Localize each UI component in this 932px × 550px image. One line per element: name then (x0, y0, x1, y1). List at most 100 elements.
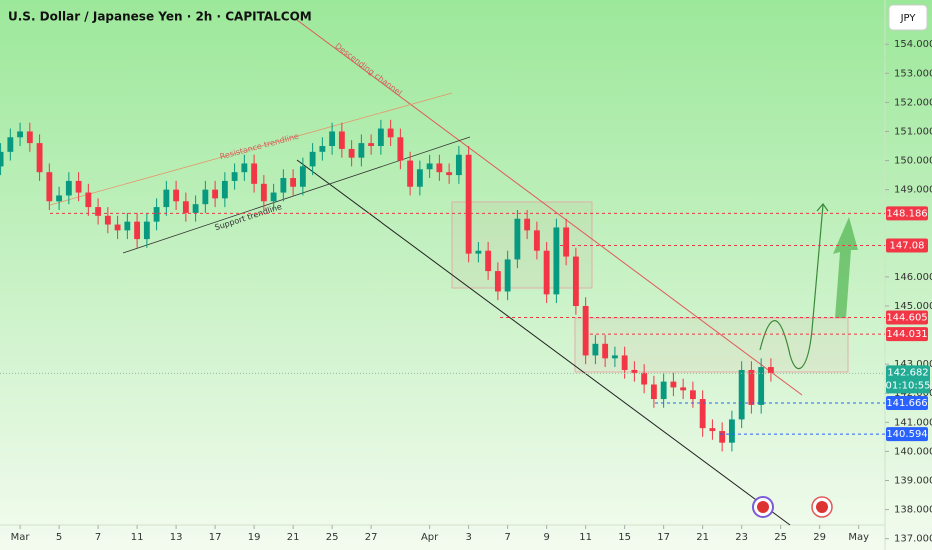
candle-body (124, 221, 131, 231)
event-icon (752, 496, 774, 518)
level-tag (886, 327, 928, 342)
y-tick-label: 146.000 (894, 272, 932, 283)
y-tick-label: 150.000 (894, 156, 932, 167)
projection-arrowhead (816, 203, 829, 212)
x-tick-label: 19 (248, 532, 261, 543)
candle-body (36, 143, 43, 173)
y-tick-label: 138.000 (894, 505, 932, 516)
candle-body (514, 218, 521, 260)
y-tick-label: 141.000 (894, 417, 932, 428)
candle-body (680, 387, 687, 391)
candle-body (699, 399, 706, 429)
candle-body (767, 367, 774, 373)
candle-body (397, 137, 404, 161)
chart-title: U.S. Dollar / Japanese Yen · 2h · CAPITA… (8, 10, 312, 24)
candle-body (485, 250, 492, 272)
candle-body (621, 355, 628, 370)
candle-body (416, 169, 423, 187)
candle-body (290, 178, 297, 187)
event-icon (811, 496, 833, 518)
candle-body (173, 189, 180, 202)
candle-body (475, 250, 482, 254)
candle-body (260, 183, 267, 202)
candle-body (728, 419, 735, 443)
trendline (122, 136, 471, 254)
level-tag (886, 427, 928, 442)
candle-body (0, 151, 4, 167)
candle-body (309, 151, 316, 167)
candle-body (631, 369, 638, 373)
x-tick-label: 7 (504, 532, 510, 543)
candle-body (758, 367, 765, 405)
candle-body (85, 192, 92, 208)
candle-body (163, 189, 170, 208)
y-tick-label: 154.000 (894, 39, 932, 50)
candle-body (582, 305, 589, 356)
candle-body (465, 154, 472, 254)
level-label: 141.666 (886, 398, 927, 409)
candle-body (104, 215, 111, 225)
level-label: 144.031 (886, 329, 927, 340)
y-tick-label: 145.000 (894, 301, 932, 312)
candle-body (748, 369, 755, 405)
candle-body (143, 221, 150, 240)
level-tag (886, 395, 928, 410)
y-tick-label: 153.000 (894, 68, 932, 79)
candle-body (738, 369, 745, 420)
candle-body (338, 131, 345, 149)
level-label: 148.186 (886, 208, 927, 219)
candle-body (114, 224, 121, 231)
projection-path (759, 204, 824, 370)
x-tick-label: 23 (735, 532, 748, 543)
candle-body (377, 128, 384, 147)
candle-body (719, 431, 726, 443)
candle-body (270, 192, 277, 202)
candle-body (65, 180, 72, 196)
candle-body (524, 218, 531, 231)
currency-button[interactable] (888, 4, 928, 31)
candle-body (436, 163, 443, 173)
x-tick-label: 21 (696, 532, 709, 543)
y-tick-label: 152.000 (894, 97, 932, 108)
candle-body (504, 259, 511, 292)
candle-body (348, 148, 355, 158)
countdown-label: 01:10:55 (886, 380, 931, 391)
range-box (451, 201, 593, 289)
level-tag (886, 206, 928, 221)
candle-body (231, 172, 238, 181)
x-tick-label: 9 (543, 532, 549, 543)
candle-body (689, 390, 696, 400)
level-label: 144.605 (886, 312, 927, 323)
candle-body (212, 189, 219, 199)
x-tick-label: 13 (170, 532, 183, 543)
trendline (49, 92, 453, 206)
candle-body (709, 428, 716, 432)
x-tick-label: May (848, 532, 869, 543)
candle-body (563, 227, 570, 257)
candle-body (650, 384, 657, 400)
y-tick-label: 139.000 (894, 475, 932, 486)
last-price-label: 142.682 (887, 367, 928, 378)
x-tick-label: Mar (11, 532, 31, 543)
y-tick-label: 140.000 (894, 446, 932, 457)
candle-body (46, 172, 53, 202)
candle-body (592, 343, 599, 356)
candle-body (446, 172, 453, 176)
candle-body (95, 207, 102, 216)
candle-body (533, 230, 540, 251)
x-tick-label: 25 (326, 532, 339, 543)
x-tick-label: 25 (774, 532, 787, 543)
y-tick-label: 151.000 (894, 126, 932, 137)
candle-body (426, 163, 433, 170)
x-tick-label: 11 (579, 532, 592, 543)
candle-body (241, 163, 248, 173)
x-tick-label: 5 (56, 532, 62, 543)
candle-body (358, 143, 365, 158)
x-tick-label: 17 (209, 532, 222, 543)
candle-body (572, 256, 579, 306)
candle-body (202, 189, 209, 205)
x-tick-label: 15 (618, 532, 631, 543)
